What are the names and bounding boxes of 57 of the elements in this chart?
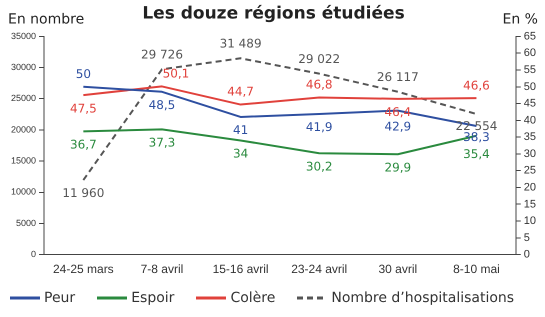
data-label: 29 726 — [140, 47, 183, 62]
data-label: 41,9 — [306, 120, 333, 134]
y2-tick-label: 45 — [524, 98, 536, 110]
y-tick-label: 30000 — [10, 62, 36, 72]
data-label: 42,9 — [384, 120, 412, 134]
data-label: 34 — [232, 146, 248, 161]
y2-tick-label: 25 — [524, 164, 536, 177]
y2-tick-label: 5 — [524, 232, 530, 244]
x-tick-label: 15-16 avril — [212, 262, 269, 276]
data-label: 29,9 — [384, 160, 412, 174]
y-tick-label: 20000 — [10, 124, 36, 134]
data-label: 44,7 — [227, 84, 254, 99]
y2-tick-label: 0 — [524, 248, 530, 261]
data-label: 50 — [76, 66, 91, 81]
y2-tick-label: 60 — [524, 47, 536, 60]
data-label: 11 960 — [62, 186, 104, 200]
y-tick-label: 15000 — [10, 156, 36, 166]
y2-tick-label: 10 — [524, 215, 536, 228]
data-label: 31 489 — [220, 36, 262, 50]
y-tick-label: 25000 — [10, 93, 36, 104]
data-label: 29 022 — [298, 52, 340, 66]
y2-tick-label: 20 — [524, 181, 536, 194]
x-tick-label: 7-8 avril — [140, 262, 184, 276]
data-label: 41 — [232, 123, 248, 138]
data-label: 50,1 — [162, 66, 190, 81]
x-tick-label: 24-25 mars — [52, 262, 114, 276]
y2-tick-label: 15 — [524, 198, 536, 210]
data-label: 46,8 — [306, 78, 333, 92]
y2-tick-label: 30 — [524, 148, 536, 160]
x-tick-label: 30 avril — [378, 262, 418, 276]
y-tick-label: 10000 — [10, 186, 36, 197]
y2-axis-title: En % — [502, 12, 538, 28]
x-tick-label: 8-10 mai — [453, 262, 500, 276]
data-label: 47,5 — [70, 101, 97, 116]
data-label: 30,2 — [306, 159, 333, 174]
x-tick-label: 23-24 avril — [291, 262, 348, 276]
y-axis-title: En nombre — [8, 12, 84, 28]
y2-tick-label: 55 — [524, 64, 536, 76]
legend-label: Peur — [44, 290, 76, 306]
y-tick-label: 35000 — [10, 30, 36, 41]
data-label: 35,4 — [463, 146, 490, 161]
data-label: 46,6 — [463, 78, 490, 92]
data-label: 38,3 — [463, 130, 490, 144]
data-label: 26 117 — [376, 70, 419, 84]
y2-tick-label: 40 — [524, 114, 536, 126]
data-label: 37,3 — [148, 136, 176, 150]
data-label: 48,5 — [148, 98, 176, 112]
y-tick-label: 5000 — [16, 218, 36, 228]
legend-label: Colère — [230, 290, 276, 306]
y2-tick-label: 65 — [524, 30, 536, 42]
legend-label: Espoir — [131, 290, 174, 306]
chart-title: Les douze régions étudiées — [142, 4, 405, 24]
legend-label: Nombre d’hospitalisations — [331, 290, 514, 306]
y2-tick-label: 35 — [524, 131, 536, 144]
data-label: 36,7 — [70, 138, 97, 152]
y-tick-label: 0 — [31, 249, 36, 260]
y2-tick-label: 50 — [524, 80, 536, 93]
